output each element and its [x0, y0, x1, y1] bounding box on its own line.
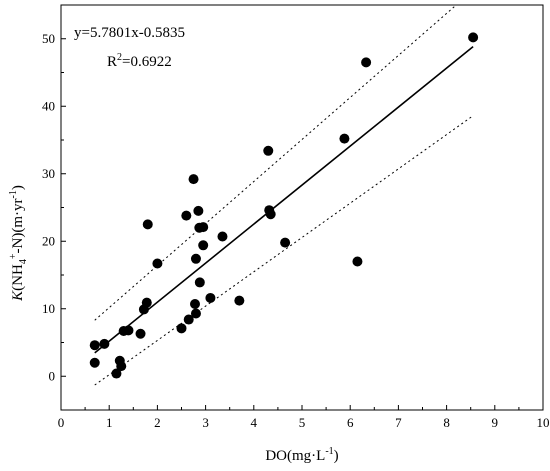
data-point — [352, 256, 363, 267]
confidence-upper-line — [94, 4, 457, 321]
data-point — [181, 210, 192, 221]
x-tick-label: 9 — [492, 415, 499, 430]
data-point — [263, 145, 274, 156]
x-tick-label: 3 — [202, 415, 209, 430]
data-point — [116, 361, 127, 372]
y-tick-label: 30 — [42, 166, 55, 181]
data-point — [280, 237, 291, 248]
x-tick-label: 10 — [537, 415, 550, 430]
data-point — [190, 308, 201, 319]
y-tick-label: 10 — [42, 301, 55, 316]
data-point — [188, 174, 199, 185]
regression-line — [94, 45, 474, 354]
x-tick-label: 5 — [299, 415, 306, 430]
data-points — [89, 32, 479, 379]
y-tick-label: 50 — [42, 31, 55, 46]
data-point — [189, 299, 200, 310]
data-point — [123, 325, 134, 336]
x-tick-label: 6 — [347, 415, 354, 430]
data-point — [89, 357, 100, 368]
data-point — [234, 295, 245, 306]
data-point — [183, 314, 194, 325]
r-squared: R2=0.6922 — [107, 52, 172, 70]
data-point — [205, 292, 216, 303]
x-axis-title: DO(mg·L-1) — [265, 446, 338, 464]
data-point — [142, 219, 153, 230]
fit-lines — [94, 4, 474, 386]
data-point — [193, 205, 204, 216]
y-tick-label: 20 — [42, 233, 55, 248]
x-tick-label: 0 — [58, 415, 65, 430]
x-tick-label: 2 — [154, 415, 161, 430]
data-point — [89, 340, 100, 351]
y-tick-label: 0 — [49, 368, 56, 383]
x-tick-label: 4 — [251, 415, 258, 430]
confidence-lower-line — [94, 115, 474, 386]
data-point — [190, 253, 201, 264]
data-point — [361, 57, 372, 68]
y-tick-label: 40 — [42, 98, 55, 113]
data-point — [265, 209, 276, 220]
data-point — [339, 133, 350, 144]
data-point — [176, 323, 187, 334]
x-tick-labels: 0 1 2 3 4 5 6 7 8 9 10 — [58, 415, 550, 430]
y-axis-title: K(NH4+-N)(m·yr-1) — [8, 185, 29, 302]
data-point — [152, 258, 163, 269]
axis-ticks — [60, 4, 544, 411]
x-tick-label: 1 — [106, 415, 113, 430]
data-point — [194, 277, 205, 288]
data-point — [135, 328, 146, 339]
data-point — [111, 368, 122, 379]
data-point — [141, 297, 152, 308]
y-tick-labels: 0 10 20 30 40 50 — [42, 31, 55, 384]
x-tick-label: 7 — [395, 415, 402, 430]
data-point — [198, 240, 209, 251]
x-tick-label: 8 — [443, 415, 450, 430]
regression-equation: y=5.7801x-0.5835 — [74, 25, 185, 41]
data-point — [217, 231, 228, 242]
data-point — [198, 222, 209, 233]
data-point — [468, 32, 479, 43]
data-point — [99, 338, 110, 349]
